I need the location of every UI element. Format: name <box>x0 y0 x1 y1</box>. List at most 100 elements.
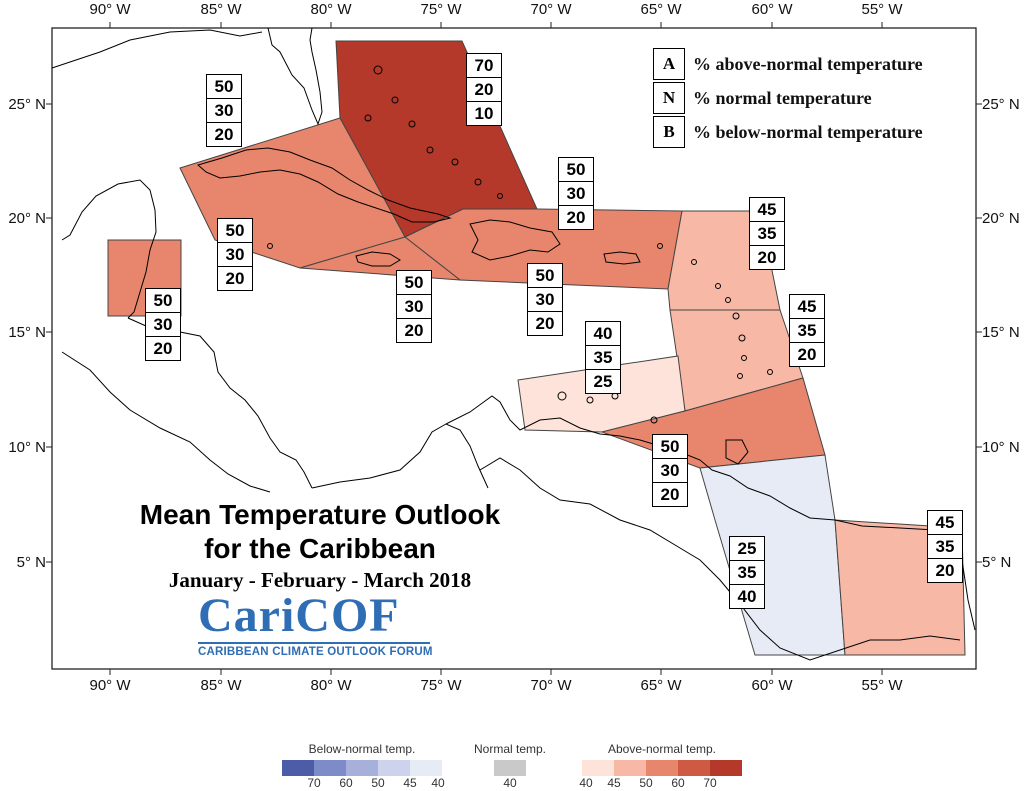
prob-normal: 30 <box>207 99 241 123</box>
prob-below: 20 <box>935 561 955 580</box>
gulf-coast <box>51 29 263 69</box>
key-letter-normal: N <box>653 82 685 114</box>
prob-box-suriname-guiana: 45 35 20 <box>927 510 963 583</box>
legend-normal-swatches <box>494 760 550 776</box>
prob-above: 50 <box>653 435 687 459</box>
prob-above: 50 <box>146 289 180 313</box>
prob-above: 40 <box>586 322 620 346</box>
legend-below: Below-normal temp. 70 60 50 45 40 <box>282 742 445 790</box>
prob-box-cuba: 50 30 20 <box>206 74 242 147</box>
prob-box-bahamas: 70 20 10 <box>466 53 502 126</box>
prob-normal: 30 <box>528 288 562 312</box>
lat-tick-label: 5° N <box>982 554 1011 571</box>
swatch-below-45 <box>378 760 410 776</box>
caricof-logo: CariCOF CARIBBEAN CLIMATE OUTLOOK FORUM <box>198 592 438 658</box>
lat-tick-label: 25° N <box>982 96 1020 113</box>
logo-rule <box>198 642 430 644</box>
lat-axis: 25° N 25° N 20° N 20° N 15° N 15° N 10° N 10° N… <box>8 96 1019 571</box>
hispaniola-outline <box>469 219 561 261</box>
trinidad-outline <box>725 439 749 465</box>
swatch-above-50 <box>646 760 678 776</box>
prob-box-windward: 45 35 20 <box>789 294 825 367</box>
prob-normal: 30 <box>218 243 252 267</box>
prob-normal: 35 <box>928 535 962 559</box>
florida-coast <box>267 27 323 126</box>
prob-box-belize: 50 30 20 <box>145 288 181 361</box>
prob-box-leeward: 45 35 20 <box>749 197 785 270</box>
lon-axis: 90° W 90° W 85° W 85° W 80° W 80° W 75° W 75° W… <box>89 1 903 694</box>
lon-tick-label: 60° W <box>751 677 793 694</box>
prob-below: 20 <box>214 125 234 144</box>
lon-tick-label: 75° W <box>420 1 462 18</box>
prob-below: 20 <box>797 345 817 364</box>
prob-below: 20 <box>535 314 555 333</box>
legend-below-swatches <box>282 760 442 776</box>
lat-tick-label: 20° N <box>8 210 46 227</box>
prob-above: 25 <box>730 537 764 561</box>
key-text-normal: % normal temperature <box>693 87 872 108</box>
prob-box-abc: 40 35 25 <box>585 321 621 394</box>
south-america-inland <box>479 457 961 661</box>
panama-coast <box>311 423 489 489</box>
prob-below: 20 <box>225 269 245 288</box>
key-text-above: % above-normal temperature <box>693 53 923 74</box>
probability-key: A % above-normal temperature N % normal … <box>653 47 923 149</box>
lon-tick-label: 75° W <box>420 677 462 694</box>
logo-subtitle: CARIBBEAN CLIMATE OUTLOOK FORUM <box>198 646 433 658</box>
central-america-pacific <box>61 351 271 493</box>
lon-tick-label: 80° W <box>310 677 352 694</box>
yucatan-coast <box>61 179 157 319</box>
swatch-above-70 <box>710 760 742 776</box>
lat-tick-label: 15° N <box>8 324 46 341</box>
legend-tick: 45 <box>607 776 621 790</box>
legend-tick: 60 <box>339 776 353 790</box>
lon-tick-label: 70° W <box>530 677 572 694</box>
swatch-above-40 <box>582 760 614 776</box>
prob-normal: 35 <box>750 222 784 246</box>
lon-tick-label: 60° W <box>751 1 793 18</box>
key-text-below: % below-normal temperature <box>693 121 923 142</box>
legend-above-title: Above-normal temp. <box>607 742 717 756</box>
prob-above: 50 <box>397 271 431 295</box>
lat-tick-label: 15° N <box>982 324 1020 341</box>
region-jamaica <box>299 236 462 281</box>
prob-above: 50 <box>218 219 252 243</box>
swatch-below-70 <box>282 760 314 776</box>
map-title-block: Mean Temperature Outlook for the Caribbe… <box>100 498 540 594</box>
swatch-below-50 <box>346 760 378 776</box>
swatch-below-40 <box>410 760 442 776</box>
lon-tick-label: 65° W <box>640 677 682 694</box>
lon-tick-label: 55° W <box>861 677 903 694</box>
map-title-line1: Mean Temperature Outlook <box>139 499 501 530</box>
lon-tick-label: 80° W <box>310 1 352 18</box>
lat-tick-label: 20° N <box>982 210 1020 227</box>
prob-below: 20 <box>153 339 173 358</box>
logo-wordmark: CariCOF <box>198 589 400 642</box>
legend-tick: 50 <box>371 776 385 790</box>
prob-normal: 30 <box>397 295 431 319</box>
legend-tick: 70 <box>703 776 717 790</box>
prob-below: 25 <box>593 372 613 391</box>
prob-below: 10 <box>474 104 494 123</box>
swatch-above-60 <box>678 760 710 776</box>
legend-tick: 70 <box>307 776 321 790</box>
prob-box-cayman: 50 30 20 <box>217 218 253 291</box>
prob-normal: 30 <box>146 313 180 337</box>
prob-box-trinidad: 50 30 20 <box>652 434 688 507</box>
lon-tick-label: 90° W <box>89 677 131 694</box>
prob-below: 20 <box>566 208 586 227</box>
prob-normal: 20 <box>467 78 501 102</box>
prob-normal: 35 <box>730 561 764 585</box>
prob-normal: 35 <box>586 346 620 370</box>
legend-tick: 60 <box>671 776 685 790</box>
puerto-rico-outline <box>603 251 641 265</box>
prob-below: 20 <box>660 485 680 504</box>
prob-above: 45 <box>790 295 824 319</box>
colombia-coast <box>445 395 976 631</box>
prob-box-hispaniola: 50 30 20 <box>558 157 594 230</box>
key-letter-above: A <box>653 48 685 80</box>
prob-normal: 30 <box>653 459 687 483</box>
lon-tick-label: 70° W <box>530 1 572 18</box>
key-row-below: B % below-normal temperature <box>653 115 923 149</box>
prob-below: 40 <box>737 587 757 606</box>
